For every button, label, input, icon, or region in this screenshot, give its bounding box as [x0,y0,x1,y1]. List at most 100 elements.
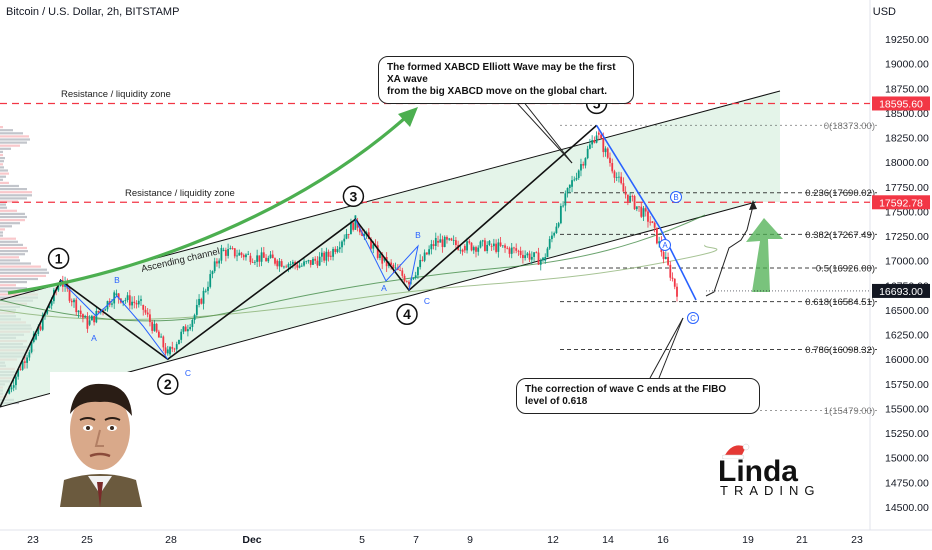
candle-body [30,341,33,353]
candle-body [401,270,404,276]
candle-body [446,236,448,240]
abc-correction-lines [595,124,697,301]
candle-body [332,248,334,257]
candle-body [10,387,13,390]
candle-body [361,232,363,236]
candle-body [213,261,216,272]
candle-body [104,309,107,311]
candle-body [479,241,482,248]
volume-profile-bar [0,219,25,222]
candle-body [600,134,602,138]
candle-body [408,281,410,285]
candle-body [475,247,477,252]
y-tick-label: 18250.00 [885,133,929,145]
x-tick-label: 14 [602,534,614,546]
candle-body [452,240,455,241]
candle-body [343,238,346,242]
y-tick-label: 17750.00 [885,182,929,194]
candle-body [23,361,26,363]
candle-body [466,241,468,251]
y-tick-label: 19250.00 [885,34,929,46]
candle-body [224,249,227,256]
candle-body [189,327,192,330]
y-tick-label: 16500.00 [885,305,929,317]
candle-body [180,331,183,340]
chart-title: Bitcoin / U.S. Dollar, 2h, BITSTAMP [6,6,180,18]
candle-body [390,262,393,265]
x-tick-label: 5 [359,534,365,546]
trend-arrow-curve [7,116,407,295]
candle-body [403,275,406,282]
candle-body [269,254,272,258]
candle-body [256,255,259,262]
volume-profile-bar [0,274,46,277]
volume-profile-bar [0,163,3,166]
wave-number-circle [396,303,418,325]
candle-body [309,260,312,265]
candle-body [37,326,40,335]
candle-body [336,249,339,252]
candle-body [267,257,270,262]
candle-body [251,262,254,263]
candle-body [283,266,285,268]
candle-body [254,261,256,263]
candle-body [667,256,669,265]
axis-currency: USD [872,6,896,18]
volume-profile-bar [0,212,25,215]
fib-level-label: 1(15479.00) [824,406,875,417]
bullish-arrow [746,218,783,292]
candle-body [300,265,303,267]
volume-profile-bar [0,144,20,147]
projection-arrowhead [749,200,757,210]
candle-body [573,179,576,181]
candle-body [656,227,658,244]
candle-body [260,252,263,262]
candle-body [495,243,497,252]
candle-body [262,252,265,258]
candle-body [149,314,151,323]
candle-body [142,305,145,310]
candle-body [564,193,567,206]
candle-body [419,259,422,268]
candle-body [8,389,11,394]
candle-body [392,264,395,269]
candle-body [555,226,558,234]
candle-body [86,316,89,329]
candle-body [95,310,98,323]
candle-body [178,339,180,345]
price-tag-label: 18595.60 [879,98,923,110]
candle-body [673,278,676,287]
y-tick-label: 15250.00 [885,428,929,440]
candle-body [28,352,31,358]
candle-body [15,376,17,386]
volume-profile-bar [0,181,9,184]
candle-body [584,158,587,166]
volume-profile-bar [0,284,16,287]
candle-body [153,323,156,331]
callout-wave-forecast-line-2: from the big XABCD move on the global ch… [387,86,608,97]
fib-level-label: 0.382(17267.49) [805,230,875,241]
trend-arrow-head [398,107,418,127]
volume-profile-bar [0,281,27,284]
candle-body [285,266,288,268]
wave4-abc-lines [354,219,419,291]
price-tag-label: 16693.00 [879,286,923,298]
candle-body [510,247,513,254]
volume-profile-bar [0,256,19,259]
y-tick-label: 16250.00 [885,330,929,342]
volume-profile-bar [0,222,20,225]
candle-body [575,177,578,180]
candle-body [133,301,136,304]
candle-body [79,310,82,315]
candle-body [48,305,51,309]
candle-body [276,260,279,267]
candle-body [638,206,640,208]
candle-body [345,233,348,239]
candle-body [414,275,417,278]
candle-body [131,301,133,306]
candle-body [530,256,533,260]
candle-body [316,260,319,266]
candle-body [137,300,140,305]
volume-profile-bar [0,135,29,138]
